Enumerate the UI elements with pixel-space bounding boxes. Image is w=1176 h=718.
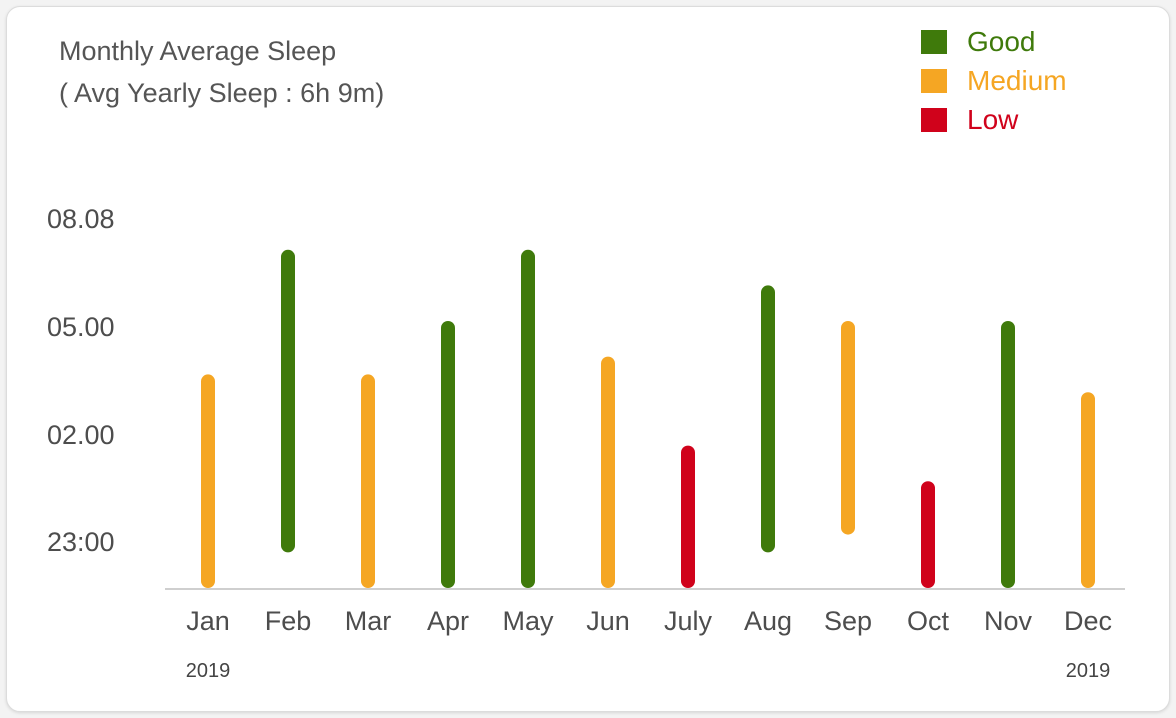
legend-label-medium: Medium	[967, 64, 1067, 96]
year-start-label: 2019	[186, 660, 231, 682]
legend-swatch-low	[921, 107, 947, 132]
x-tick-label: Aug	[744, 606, 792, 636]
sleep-bars	[201, 249, 1095, 589]
x-tick-label: Feb	[265, 606, 312, 636]
chart-card	[6, 6, 1170, 712]
x-tick-label: Oct	[907, 606, 950, 636]
sleep-bar-aug[interactable]	[761, 285, 775, 553]
year-end-label: 2019	[1066, 660, 1111, 682]
sleep-bar-may[interactable]	[521, 249, 535, 589]
legend-item-good: Good	[921, 22, 1067, 61]
y-axis-ticks: 08.08 05.00 02.00 23:00	[47, 204, 115, 557]
chart-title-block: Monthly Average Sleep ( Avg Yearly Sleep…	[59, 30, 384, 114]
y-tick-label: 02.00	[47, 420, 115, 450]
sleep-bar-july[interactable]	[681, 445, 695, 588]
y-tick-label: 08.08	[47, 204, 115, 234]
sleep-bar-feb[interactable]	[281, 249, 295, 553]
x-tick-label: Nov	[984, 606, 1033, 636]
legend: Good Medium Low	[921, 22, 1067, 139]
sleep-bar-jun[interactable]	[601, 356, 615, 588]
sleep-bar-jan[interactable]	[201, 374, 215, 588]
x-tick-label: Dec	[1064, 606, 1112, 636]
x-tick-label: Jun	[586, 606, 630, 636]
y-tick-label: 05.00	[47, 312, 115, 342]
x-tick-label: Apr	[427, 606, 469, 636]
x-tick-label: May	[502, 606, 554, 636]
legend-label-low: Low	[967, 103, 1019, 135]
x-tick-label: Mar	[345, 606, 392, 636]
sleep-bar-apr[interactable]	[441, 321, 455, 588]
chart-title: Monthly Average Sleep	[59, 36, 337, 66]
x-axis-labels: Jan Feb Mar Apr May Jun July Aug Sep Oct Nov Dec	[186, 606, 1112, 636]
sleep-bar-mar[interactable]	[361, 374, 375, 588]
y-tick-label: 23:00	[47, 527, 115, 557]
chart-subtitle: ( Avg Yearly Sleep : 6h 9m)	[59, 78, 385, 108]
legend-swatch-medium	[921, 68, 947, 93]
x-tick-label: Jan	[186, 606, 230, 636]
sleep-bar-nov[interactable]	[1001, 321, 1015, 588]
x-tick-label: July	[664, 606, 713, 636]
legend-label-good: Good	[967, 25, 1036, 57]
x-tick-label: Sep	[824, 606, 872, 636]
legend-item-medium: Medium	[921, 61, 1067, 100]
legend-item-low: Low	[921, 100, 1067, 139]
sleep-bar-sep[interactable]	[841, 321, 855, 535]
sleep-bar-dec[interactable]	[1081, 392, 1095, 588]
sleep-bar-oct[interactable]	[921, 481, 935, 588]
legend-swatch-good	[921, 29, 947, 54]
